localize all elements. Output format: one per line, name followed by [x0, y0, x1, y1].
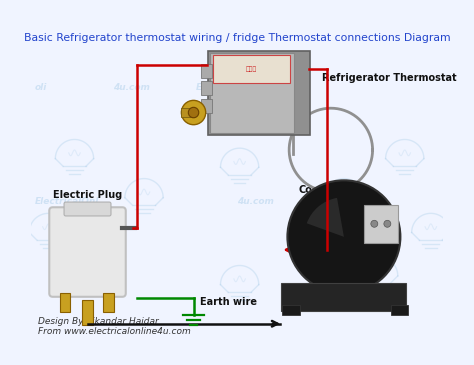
- FancyBboxPatch shape: [64, 202, 111, 216]
- Text: Electrical: Electrical: [311, 197, 358, 206]
- Text: Basic Refrigerator thermostat wiring / fridge Thermostat connections Diagram: Basic Refrigerator thermostat wiring / f…: [24, 32, 450, 43]
- Text: ElectricalOnl: ElectricalOnl: [196, 83, 260, 92]
- Circle shape: [371, 220, 378, 227]
- Circle shape: [287, 180, 401, 293]
- FancyBboxPatch shape: [282, 283, 407, 311]
- Bar: [60, 293, 70, 312]
- Text: Electric Plug: Electric Plug: [53, 190, 122, 200]
- FancyBboxPatch shape: [213, 55, 290, 83]
- FancyBboxPatch shape: [210, 53, 294, 133]
- Text: oli: oli: [35, 83, 47, 92]
- Text: Earth wire: Earth wire: [201, 297, 257, 307]
- FancyBboxPatch shape: [201, 64, 212, 78]
- FancyBboxPatch shape: [208, 51, 310, 135]
- Wedge shape: [307, 198, 344, 237]
- Text: 4u.com: 4u.com: [237, 197, 274, 206]
- FancyBboxPatch shape: [49, 207, 126, 297]
- Text: Design By Sikandar Haidar: Design By Sikandar Haidar: [38, 317, 159, 326]
- Bar: [103, 293, 114, 312]
- Circle shape: [182, 100, 206, 125]
- FancyBboxPatch shape: [391, 305, 408, 315]
- Text: ElectricalOnl: ElectricalOnl: [35, 197, 100, 206]
- FancyBboxPatch shape: [364, 205, 398, 243]
- FancyBboxPatch shape: [201, 81, 212, 95]
- Text: Refrigerator Thermostat: Refrigerator Thermostat: [322, 73, 457, 83]
- Text: Compressor: Compressor: [298, 185, 364, 195]
- Circle shape: [188, 107, 199, 118]
- FancyBboxPatch shape: [282, 305, 300, 315]
- Text: 温控器: 温控器: [246, 66, 257, 72]
- Bar: [182, 108, 195, 117]
- Bar: [82, 300, 93, 324]
- Text: From www.electricalonline4u.com: From www.electricalonline4u.com: [38, 327, 191, 336]
- FancyBboxPatch shape: [201, 99, 212, 112]
- Circle shape: [384, 220, 391, 227]
- Text: 4u.com: 4u.com: [113, 83, 150, 92]
